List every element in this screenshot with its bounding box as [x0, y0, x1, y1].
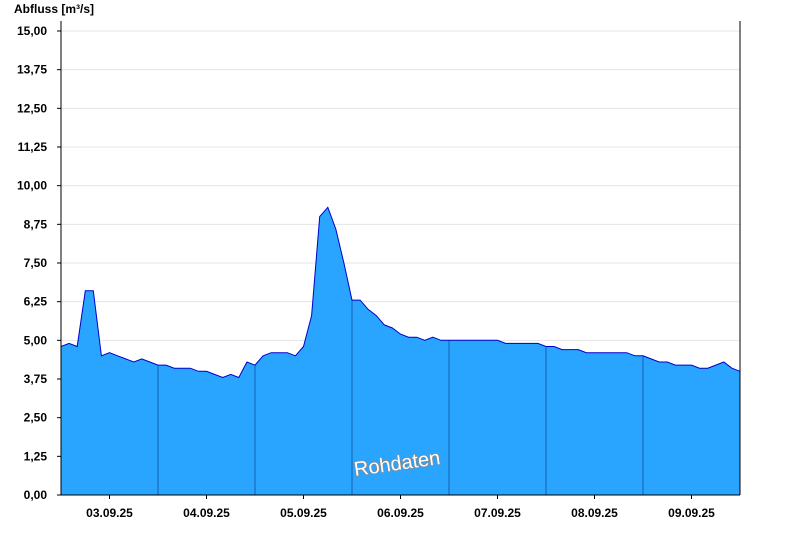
y-tick-label: 11,25 — [18, 140, 48, 154]
area — [61, 207, 740, 496]
y-tick-label: 8,75 — [24, 217, 48, 231]
x-tick-label: 05.09.25 — [280, 506, 327, 520]
y-tick-label: 13,75 — [17, 63, 47, 77]
x-tick-label: 08.09.25 — [571, 506, 618, 520]
x-tick-label: 07.09.25 — [474, 506, 521, 520]
x-tick-label: 06.09.25 — [377, 506, 424, 520]
line — [60, 206, 741, 379]
y-axis-label: Abfluss [m³/s] — [14, 2, 94, 16]
y-tick-label: 7,50 — [24, 256, 48, 270]
x-tick-label: 03.09.25 — [86, 506, 133, 520]
y-tick-label: 10,00 — [17, 179, 47, 193]
x-tick-label: 04.09.25 — [183, 506, 230, 520]
y-tick-label: 0,00 — [24, 488, 48, 502]
y-tick-label: 6,25 — [24, 295, 48, 309]
y-tick-label: 12,50 — [17, 101, 47, 115]
y-tick-label: 15,00 — [17, 24, 47, 38]
y-tick-label: 3,75 — [24, 372, 48, 386]
y-tick-label: 5,00 — [24, 333, 48, 347]
y-tick-label: 1,25 — [24, 449, 48, 463]
y-tick-label: 2,50 — [24, 411, 48, 425]
x-tick-label: 09.09.25 — [668, 506, 715, 520]
